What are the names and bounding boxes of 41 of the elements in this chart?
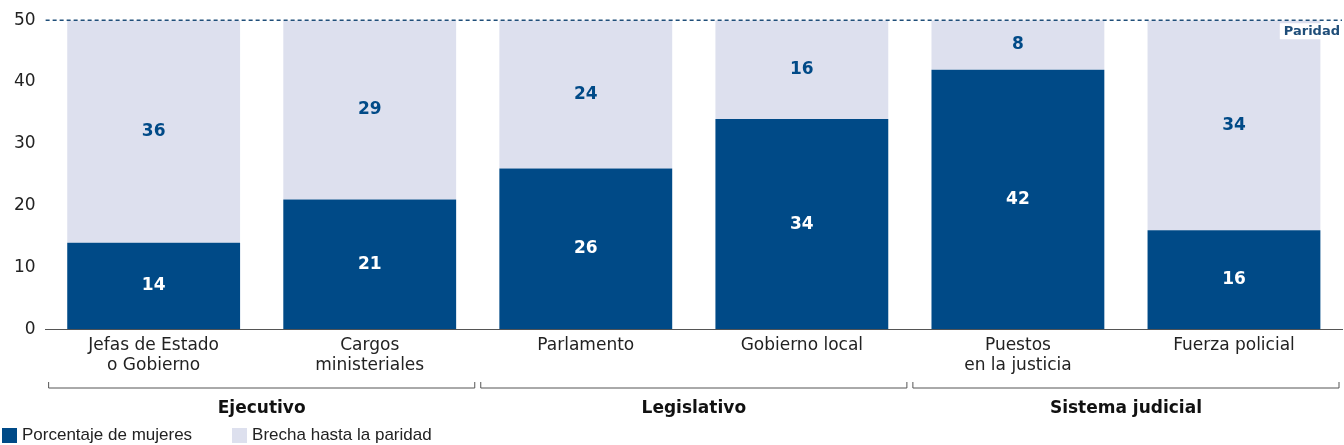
x-tick-label: Parlamento (537, 333, 635, 354)
legend-label: Brecha hasta la paridad (252, 425, 432, 444)
x-tick-label: Jefas de Estado o Gobierno (87, 333, 219, 375)
bar (1147, 230, 1321, 330)
bar (283, 20, 457, 200)
data-label: 42 (1006, 187, 1030, 208)
bar (715, 20, 889, 120)
legend-label: Porcentaje de mujeres (22, 425, 193, 444)
x-tick-label: Cargos ministeriales (315, 333, 425, 375)
data-label: 16 (1222, 268, 1246, 289)
bar (715, 119, 889, 330)
bar (67, 20, 241, 243)
x-tick-label: Puestos en la justicia (964, 333, 1072, 375)
bar (931, 69, 1105, 330)
x-tick-label: Fuerza policial (1173, 333, 1295, 354)
data-label: 36 (141, 119, 166, 140)
y-tick-label: 40 (13, 70, 36, 91)
y-tick-label: 30 (13, 132, 36, 153)
data-label: 8 (1011, 33, 1024, 54)
x-tick-label: Gobierno local (740, 333, 864, 354)
data-label: 24 (573, 82, 598, 103)
ref-line-label: Paridad (1283, 23, 1340, 39)
bar (283, 199, 457, 330)
text: Sistema judicial (1049, 396, 1202, 417)
y-tick-label: 10 (13, 255, 36, 276)
data-label: 26 (573, 237, 598, 258)
data-label: 16 (790, 58, 814, 79)
y-tick-label: 50 (13, 8, 36, 29)
data-label: 21 (357, 252, 382, 273)
data-label: 14 (141, 274, 166, 295)
bar (67, 242, 241, 330)
bar (931, 20, 1105, 70)
data-label: 34 (1222, 113, 1246, 134)
bar (499, 168, 673, 330)
y-tick-label: 20 (13, 194, 36, 215)
y-tick-label: 0 (24, 317, 36, 338)
bar (499, 20, 673, 169)
data-label: 34 (790, 212, 814, 233)
text: Legislativo (641, 396, 747, 417)
text: Ejecutivo (217, 396, 306, 417)
data-label: 29 (357, 98, 382, 119)
